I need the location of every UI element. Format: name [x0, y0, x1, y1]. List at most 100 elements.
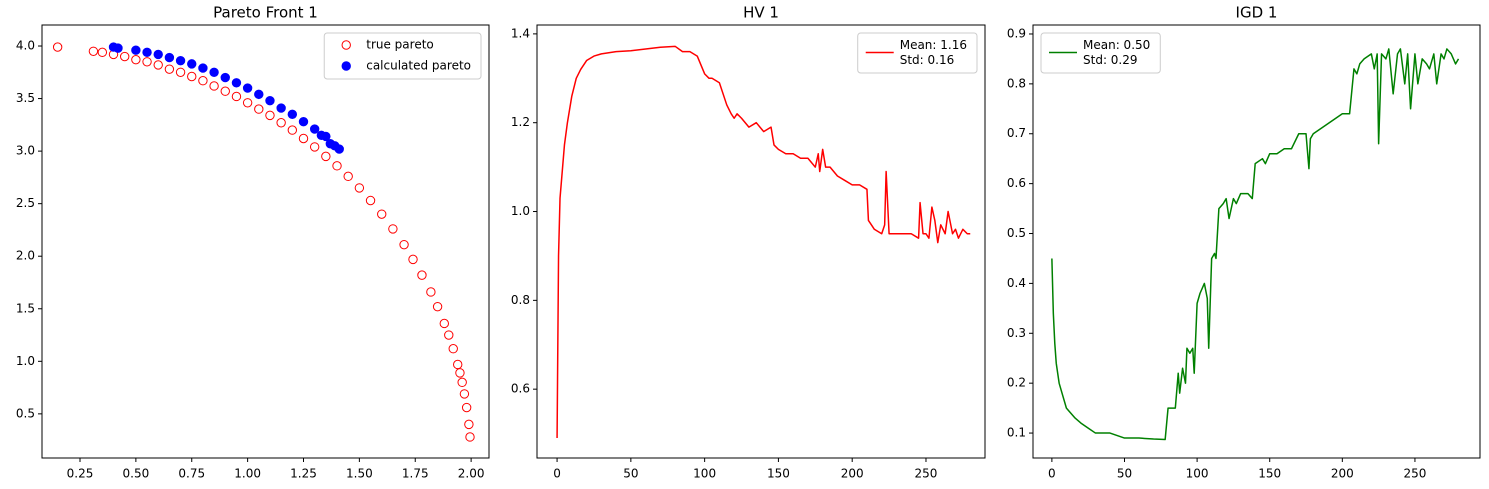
y-tick-label: 1.0 [511, 204, 530, 218]
point [457, 377, 467, 388]
point [426, 287, 436, 297]
subplot: HV 1 0 50 100 150 200 250 0.6 0.8 1.0 1.2 1.4 Mean: … [511, 4, 986, 481]
x-tick-label: 1.75 [402, 467, 429, 481]
point [164, 64, 175, 74]
x-tick-label: 200 [1331, 467, 1354, 481]
y-tick-label: 3.0 [16, 144, 35, 158]
x-tick-label: 200 [841, 467, 864, 481]
point [276, 118, 286, 128]
x-tick-label: 150 [767, 467, 790, 481]
x-tick-label: 1.25 [290, 467, 317, 481]
point [242, 98, 253, 108]
x-tick-label: 0.75 [178, 467, 205, 481]
x-tick-label: 50 [623, 467, 638, 481]
point [220, 86, 230, 96]
x-tick-label: 0 [553, 467, 561, 481]
point [153, 49, 163, 60]
point [142, 47, 152, 58]
point [417, 270, 427, 280]
point [113, 43, 123, 53]
point [265, 110, 275, 121]
x-tick-label: 1.50 [346, 467, 373, 481]
legend-frame [857, 32, 978, 74]
point [432, 301, 443, 312]
y-tick-label: 1.2 [511, 115, 530, 129]
axes-frame [41, 24, 490, 459]
point [88, 46, 99, 56]
point [187, 71, 197, 82]
point [453, 359, 463, 370]
subplot-title: Pareto Front 1 [213, 4, 318, 22]
legend-frame [1040, 32, 1161, 74]
point [231, 91, 242, 102]
point [377, 209, 387, 219]
point [332, 161, 342, 171]
subplot: Pareto Front 1 0.25 0.50 0.75 1.00 1.25 1.50 1.… [16, 4, 490, 481]
point [209, 81, 219, 91]
y-tick-label: 0.5 [16, 406, 35, 420]
legend: true pareto calculated pareto [323, 32, 482, 80]
point [444, 330, 454, 340]
y-tick-label: 1.0 [16, 354, 35, 368]
point [354, 183, 365, 193]
point [399, 239, 409, 250]
point [242, 83, 253, 93]
line [556, 45, 971, 439]
point [119, 51, 130, 62]
point [198, 76, 208, 86]
y-tick-label: 0.7 [1007, 126, 1026, 140]
point [276, 103, 286, 113]
x-tick-label: 0.50 [123, 467, 150, 481]
x-tick-label: 2.00 [458, 467, 485, 481]
point [343, 171, 353, 182]
point [131, 45, 141, 55]
point [448, 343, 458, 354]
x-tick-label: 100 [693, 467, 716, 481]
point [461, 402, 472, 413]
point [298, 116, 309, 127]
legend-label: calculated pareto [366, 59, 471, 73]
legend-frame [323, 32, 482, 80]
y-tick-label: 0.6 [511, 382, 530, 396]
plot-area [52, 42, 475, 442]
subplot-title: IGD 1 [1236, 4, 1278, 22]
point [298, 133, 309, 144]
point [439, 318, 449, 329]
point [131, 54, 141, 65]
y-tick-label: 2.5 [16, 196, 35, 210]
point [265, 95, 275, 106]
point [321, 151, 331, 162]
point [187, 59, 197, 69]
x-tick-label: 150 [1258, 467, 1281, 481]
y-tick-label: 0.5 [1007, 226, 1026, 240]
subplot-title: HV 1 [743, 4, 779, 22]
y-tick-label: 2.0 [16, 249, 35, 263]
point [309, 124, 320, 134]
point [287, 109, 298, 120]
point [334, 144, 344, 154]
point [287, 125, 298, 135]
point [408, 254, 418, 265]
x-tick-label: 1.00 [234, 467, 261, 481]
point [142, 57, 152, 67]
legend: Mean: 1.16 Std: 0.16 [857, 32, 978, 74]
x-tick-label: 250 [915, 467, 938, 481]
point [175, 56, 186, 66]
x-tick-label: 0.25 [67, 467, 94, 481]
point [464, 419, 474, 430]
y-tick-label: 3.5 [16, 91, 35, 105]
point [220, 72, 230, 83]
line [1051, 48, 1460, 441]
subplot: IGD 1 0 50 100 150 200 250 0.1 0.2 0.3 0.4 0.5 0.6 0.… [1007, 4, 1481, 481]
legend-marker [341, 61, 351, 71]
plot-area [556, 45, 971, 439]
y-tick-label: 0.4 [1007, 276, 1026, 290]
point [198, 63, 208, 73]
x-tick-label: 100 [1186, 467, 1209, 481]
point [388, 224, 398, 234]
legend-label: true pareto [366, 38, 434, 52]
point [254, 104, 264, 114]
y-tick-label: 0.2 [1007, 376, 1026, 390]
y-tick-label: 1.5 [16, 301, 35, 315]
